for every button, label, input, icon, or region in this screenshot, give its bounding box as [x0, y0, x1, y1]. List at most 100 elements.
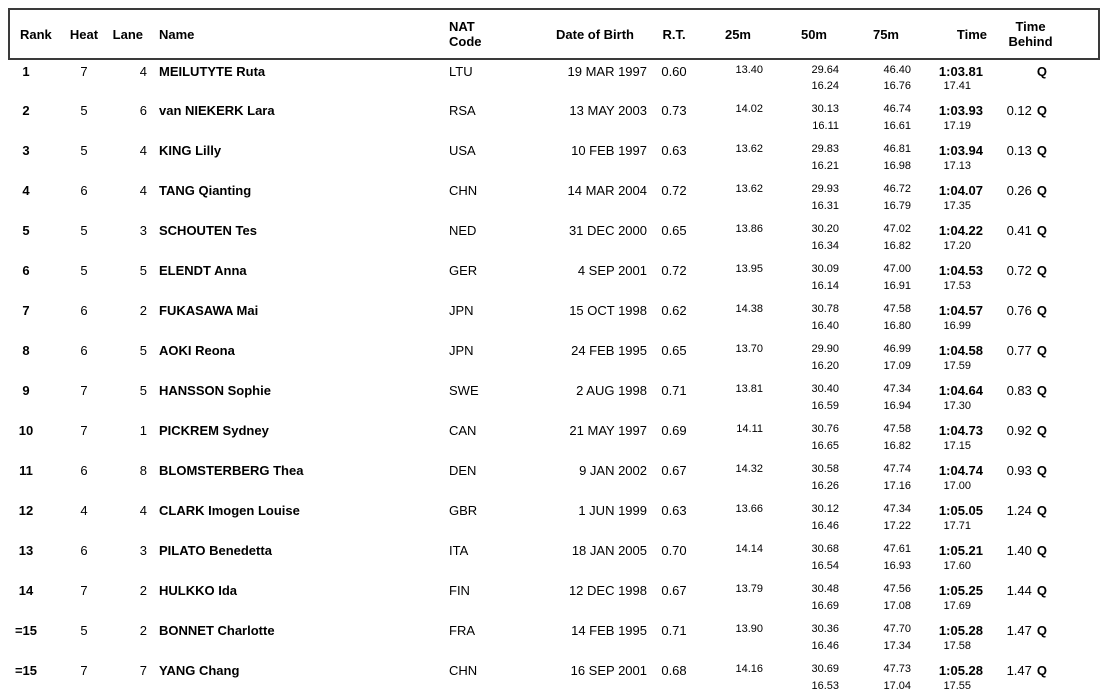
qualified-badge: Q [1036, 63, 1047, 79]
lap-split-50m-cell: 16.40 [811, 320, 839, 332]
lane-cell: 4 [139, 183, 147, 198]
lap-split-time-cell: 17.00 [943, 480, 971, 492]
split-value: 30.40 [811, 383, 839, 395]
date-of-birth-cell: 16 SEP 2001 [570, 663, 647, 678]
split-75m-cell: 46.99 [843, 339, 915, 359]
rank-cell: 11 [19, 463, 33, 478]
table-row: 3 5 4 KING Lilly USA 10 FEB 1997 0.63 13.62 29.8… [9, 139, 1099, 159]
split-value: 30.20 [811, 223, 839, 235]
split-50m-cell: 30.69 [767, 659, 843, 679]
split-75m-cell: 46.40 [843, 59, 915, 79]
lane-cell: 2 [139, 583, 147, 598]
date-of-birth-cell: 31 DEC 2000 [568, 223, 647, 238]
split-value: 30.09 [811, 263, 839, 275]
split-value: 13.95 [735, 263, 763, 275]
reaction-time-cell: 0.73 [661, 103, 687, 118]
header-time: Time [956, 26, 987, 42]
date-of-birth-cell: 1 JUN 1999 [578, 503, 647, 518]
heat-cell: 7 [80, 383, 88, 398]
splits-end-spacer [991, 279, 1099, 299]
final-time-cell: 1:05.25 [938, 583, 983, 598]
nat-code-cell: FRA [449, 623, 475, 638]
reaction-time-cell: 0.67 [661, 463, 687, 478]
split-value: 13.62 [735, 183, 763, 195]
split-value: 30.68 [811, 543, 839, 555]
header-25m: 25m [724, 26, 751, 42]
final-time-cell: 1:04.53 [938, 263, 983, 278]
heat-cell: 5 [80, 223, 88, 238]
heat-cell: 7 [80, 583, 88, 598]
rank-cell: =15 [14, 663, 38, 678]
lap-split-75m-cell: 17.22 [883, 520, 911, 532]
swimmer-name-cell: TANG Qianting [159, 183, 252, 198]
split-value: 30.13 [811, 103, 839, 115]
table-row: 12 4 4 CLARK Imogen Louise GBR 1 JUN 1999 0.63… [9, 499, 1099, 519]
splits-spacer [9, 479, 767, 499]
lap-split-75m-cell: 16.82 [883, 440, 911, 452]
split-value: 13.70 [735, 343, 763, 355]
split-value: 13.86 [735, 223, 763, 235]
lap-split-75m-cell: 17.34 [883, 640, 911, 652]
split-75m-cell: 47.58 [843, 299, 915, 319]
splits-spacer [9, 399, 767, 419]
split-value: 29.90 [811, 343, 839, 355]
table-row: 14 7 2 HULKKO Ida FIN 12 DEC 1998 0.67 13.79 30.… [9, 579, 1099, 599]
swimmer-name-cell: AOKI Reona [159, 343, 235, 358]
time-behind-value: 0.92 [1006, 423, 1032, 438]
results-table: Rank Heat Lane Name NAT Code Date of Bir… [8, 8, 1100, 699]
heat-cell: 7 [80, 663, 88, 678]
split-value: 47.58 [883, 303, 911, 315]
split-75m-cell: 47.34 [843, 379, 915, 399]
table-row-splits: 16.46 17.34 17.58 [9, 639, 1099, 659]
table-row-splits: 16.46 17.22 17.71 [9, 519, 1099, 539]
split-25m-cell: 13.62 [697, 139, 767, 159]
split-value: 30.12 [811, 503, 839, 515]
splits-end-spacer [991, 599, 1099, 619]
heat-cell: 5 [80, 143, 88, 158]
time-behind-cell: 1.44 Q [991, 579, 1099, 599]
splits-end-spacer [991, 559, 1099, 579]
date-of-birth-cell: 10 FEB 1997 [571, 143, 647, 158]
lap-split-time-cell: 17.53 [943, 280, 971, 292]
split-value: 47.02 [883, 223, 911, 235]
split-50m-cell: 30.68 [767, 539, 843, 559]
qualified-badge: Q [1036, 223, 1047, 238]
split-25m-cell: 14.32 [697, 459, 767, 479]
table-row-splits: 16.69 17.08 17.69 [9, 599, 1099, 619]
lap-split-50m-cell: 16.26 [811, 480, 839, 492]
time-behind-value: 0.41 [1006, 223, 1032, 238]
split-25m-cell: 13.95 [697, 259, 767, 279]
split-50m-cell: 30.13 [767, 99, 843, 119]
lap-split-time-cell: 17.20 [943, 240, 971, 252]
rank-cell: 14 [18, 583, 34, 598]
split-value: 30.69 [811, 663, 839, 675]
split-75m-cell: 47.58 [843, 419, 915, 439]
reaction-time-cell: 0.69 [661, 423, 687, 438]
table-row-splits: 16.24 16.76 17.41 [9, 79, 1099, 99]
split-value: 29.93 [811, 183, 839, 195]
date-of-birth-cell: 9 JAN 2002 [579, 463, 647, 478]
lap-split-time-cell: 17.58 [943, 640, 971, 652]
splits-end-spacer [991, 79, 1099, 99]
split-value: 30.58 [811, 463, 839, 475]
splits-spacer [9, 199, 767, 219]
split-75m-cell: 47.73 [843, 659, 915, 679]
rank-cell: 5 [22, 223, 30, 238]
date-of-birth-cell: 2 AUG 1998 [576, 383, 647, 398]
time-behind-cell: 0.12 Q [991, 99, 1099, 119]
nat-code-cell: ITA [449, 543, 469, 558]
nat-code-cell: DEN [449, 463, 477, 478]
swimmer-name-cell: van NIEKERK Lara [159, 103, 275, 118]
reaction-time-cell: 0.63 [661, 143, 687, 158]
lap-split-time-cell: 17.19 [943, 120, 971, 132]
qualified-badge: Q [1036, 263, 1047, 278]
time-behind-cell: 0.41 Q [991, 219, 1099, 239]
split-50m-cell: 29.93 [767, 179, 843, 199]
time-behind-value: 1.44 [1006, 583, 1032, 598]
table-row-splits: 16.40 16.80 16.99 [9, 319, 1099, 339]
table-row-splits: 16.34 16.82 17.20 [9, 239, 1099, 259]
final-time-cell: 1:03.94 [938, 143, 983, 158]
header-50m: 50m [800, 26, 827, 42]
date-of-birth-cell: 13 MAY 2003 [569, 103, 647, 118]
final-time-cell: 1:05.28 [938, 623, 983, 638]
